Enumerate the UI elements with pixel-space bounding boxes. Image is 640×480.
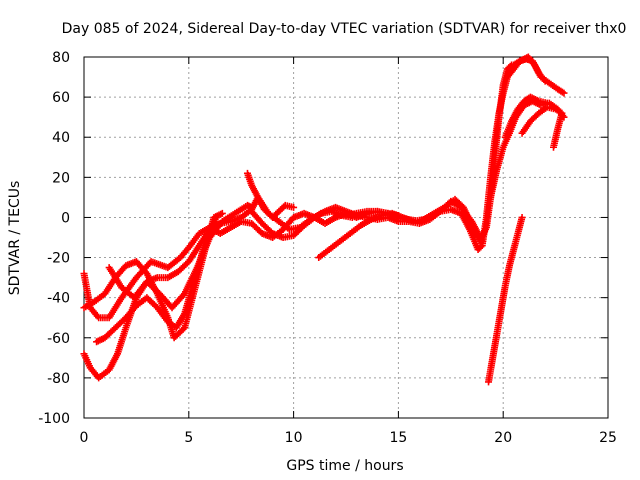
- y-tick-label: -80: [47, 371, 70, 387]
- x-tick-label: 5: [184, 430, 193, 446]
- y-tick-label: -60: [47, 331, 70, 347]
- series-arc5: [105, 201, 256, 312]
- data-point: [560, 89, 568, 97]
- chart-title: Day 085 of 2024, Sidereal Day-to-day VTE…: [62, 21, 627, 37]
- y-tick-label: 60: [52, 90, 70, 106]
- data-point: [518, 213, 526, 221]
- data-marks: [80, 53, 568, 386]
- x-axis-label: GPS time / hours: [286, 458, 403, 474]
- data-point: [541, 77, 549, 85]
- y-tick-label: 40: [52, 130, 70, 146]
- series-arc12: [501, 93, 551, 141]
- data-point: [179, 325, 187, 333]
- y-tick-label: 0: [61, 210, 70, 226]
- x-tick-label: 0: [80, 430, 89, 446]
- x-tick-label: 25: [599, 430, 617, 446]
- data-point: [290, 203, 298, 211]
- series-arc13: [510, 55, 549, 85]
- data-point: [218, 209, 226, 217]
- series-arc15: [485, 213, 526, 386]
- y-tick-label: -20: [47, 251, 70, 267]
- y-axis-label: SDTVAR / TECUs: [7, 181, 23, 296]
- data-point: [212, 213, 220, 221]
- x-tick-label: 15: [389, 430, 407, 446]
- y-tick-label: -100: [38, 411, 70, 427]
- y-tick-label: -40: [47, 291, 70, 307]
- x-tick-label: 10: [285, 430, 303, 446]
- grid-lines: [84, 57, 608, 418]
- y-tick-label: 80: [52, 50, 70, 66]
- x-tick-label: 20: [494, 430, 512, 446]
- series-arc3: [80, 219, 224, 382]
- y-tick-label: 20: [52, 170, 70, 186]
- axis-ticks: 0 5 10 15 20 25 -100 -80 -60 -40 -20 0 20 40 60 80: [38, 50, 617, 446]
- series-arc14: [518, 103, 566, 151]
- series-arc10: [342, 53, 568, 254]
- data-point: [550, 143, 558, 151]
- plot-frame: [83, 56, 609, 419]
